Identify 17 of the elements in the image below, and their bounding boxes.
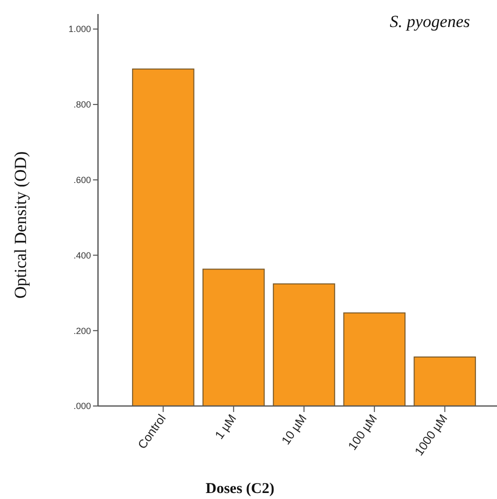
y-axis-title: Optical Density (OD) xyxy=(11,151,30,299)
y-tick-label: .800 xyxy=(73,100,91,110)
bar xyxy=(202,268,265,406)
chart-title: S. pyogenes xyxy=(390,12,470,31)
bar xyxy=(343,312,406,406)
x-tick-label: 1 µM xyxy=(212,412,240,442)
y-tick-label: .400 xyxy=(73,250,91,260)
x-tick-label: 10 µM xyxy=(278,412,310,448)
y-tick-label: 1.000 xyxy=(68,24,91,34)
y-tick-label: .200 xyxy=(73,326,91,336)
x-axis-title: Doses (C2) xyxy=(206,481,274,497)
y-tick-label: .600 xyxy=(73,174,91,185)
y-tick-label: .000 xyxy=(73,401,91,412)
x-tick-label: 100 µM xyxy=(345,412,380,453)
bar xyxy=(414,356,476,406)
bar xyxy=(272,283,336,406)
bar xyxy=(132,68,194,406)
